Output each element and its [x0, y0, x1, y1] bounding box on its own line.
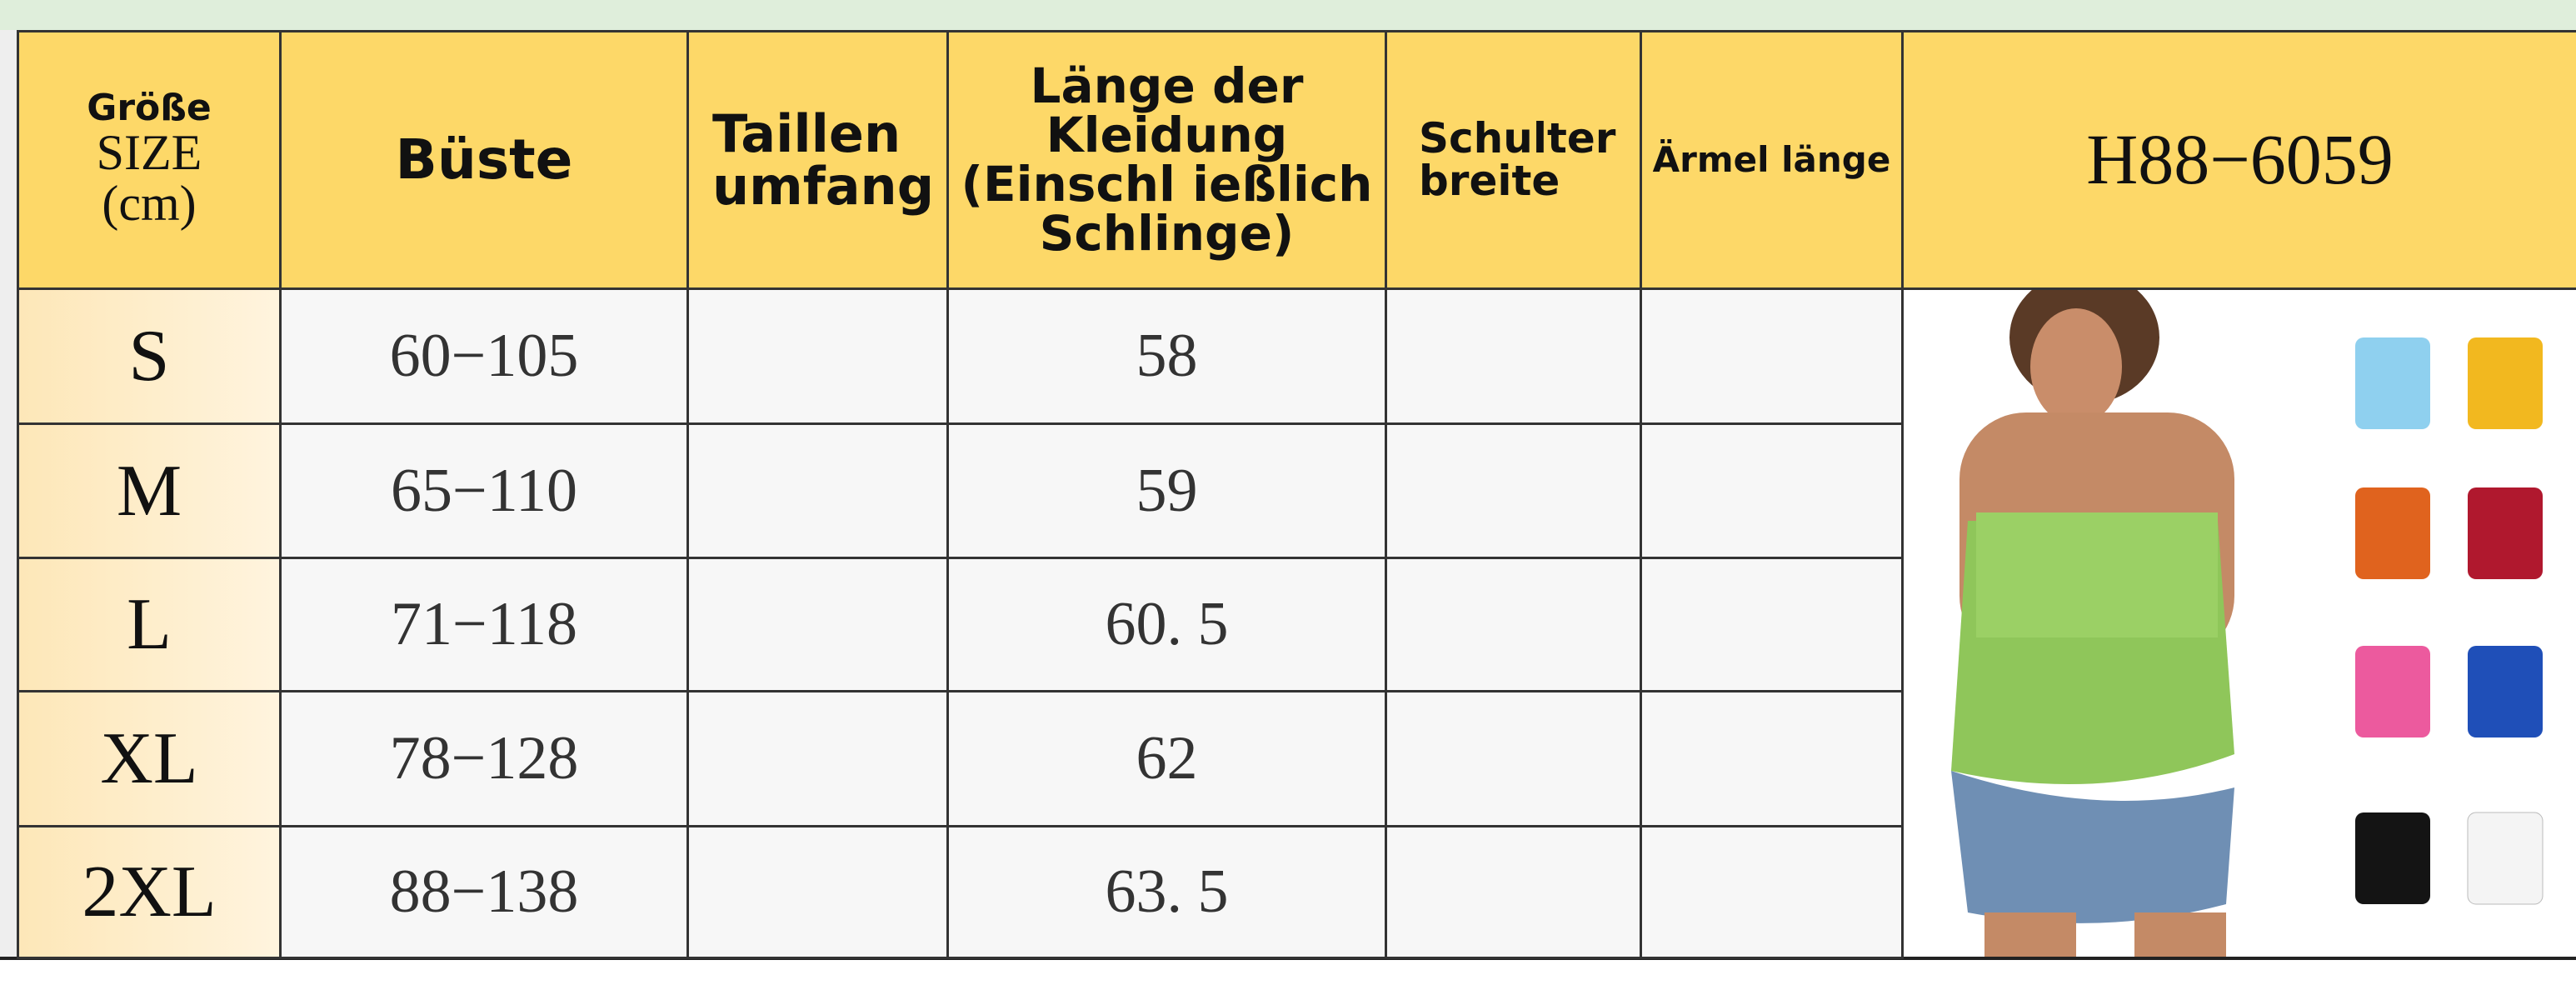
size-cell: XL — [17, 690, 282, 828]
header-text: breite — [1419, 157, 1560, 205]
header-size: Größe SIZE (cm) — [17, 30, 282, 290]
header-text: (Einschl ießlich — [961, 156, 1373, 212]
waist-cell — [686, 288, 949, 425]
shoulder-cell — [1385, 690, 1642, 828]
bust-value: 60−105 — [389, 322, 579, 390]
length-value: 62 — [1136, 724, 1198, 792]
size-label: L — [127, 584, 172, 665]
size-cell: S — [17, 288, 282, 425]
product-image — [1901, 288, 2576, 957]
length-cell: 59 — [946, 422, 1387, 559]
header-text: Ärmel länge — [1652, 138, 1891, 180]
length-cell: 63. 5 — [946, 825, 1387, 959]
header-text: Schulter — [1419, 114, 1616, 162]
header-text: SIZE — [96, 125, 202, 181]
left-edge — [0, 30, 17, 957]
sleeve-cell — [1640, 557, 1904, 692]
shoulder-cell — [1385, 288, 1642, 425]
header-text: umfang — [712, 156, 935, 217]
waist-cell — [686, 557, 949, 692]
waist-cell — [686, 422, 949, 559]
header-text: Größe — [87, 87, 212, 130]
waist-cell — [686, 690, 949, 828]
model-number: H88−6059 — [2086, 119, 2394, 200]
header-text: Schlinge) — [1039, 205, 1295, 262]
header-shoulder: Schulter breite — [1385, 30, 1642, 290]
bust-value: 71−118 — [391, 590, 577, 658]
size-cell: L — [17, 557, 282, 692]
length-value: 60. 5 — [1105, 590, 1229, 658]
size-cell: M — [17, 422, 282, 559]
size-label: M — [116, 450, 182, 532]
header-model: H88−6059 — [1901, 30, 2576, 290]
sleeve-cell — [1640, 825, 1904, 959]
header-sleeve: Ärmel länge — [1640, 30, 1904, 290]
length-value: 58 — [1136, 322, 1198, 390]
header-length: Länge der Kleidung (Einschl ießlich Schling… — [946, 30, 1387, 290]
header-waist: Taillen umfang — [686, 30, 949, 290]
shoulder-cell — [1385, 557, 1642, 692]
bust-cell: 60−105 — [279, 288, 689, 425]
header-text: (cm) — [102, 176, 197, 232]
top-band — [0, 0, 2576, 30]
bust-cell: 71−118 — [279, 557, 689, 692]
sleeve-cell — [1640, 690, 1904, 828]
length-cell: 58 — [946, 288, 1387, 425]
header-text: Länge der — [1030, 57, 1304, 114]
shoulder-cell — [1385, 825, 1642, 959]
sleeve-cell — [1640, 422, 1904, 559]
bust-value: 65−110 — [391, 456, 577, 525]
shoulder-cell — [1385, 422, 1642, 559]
length-value: 59 — [1136, 456, 1198, 525]
bust-cell: 88−138 — [279, 825, 689, 959]
sleeve-cell — [1640, 288, 1904, 425]
bust-value: 78−128 — [389, 724, 579, 792]
header-text: Taillen — [712, 102, 901, 164]
header-text: Büste — [395, 128, 573, 192]
bust-cell: 78−128 — [279, 690, 689, 828]
length-value: 63. 5 — [1105, 858, 1229, 926]
waist-cell — [686, 825, 949, 959]
header-text: Kleidung — [1046, 106, 1288, 163]
length-cell: 60. 5 — [946, 557, 1387, 692]
length-cell: 62 — [946, 690, 1387, 828]
size-cell: 2XL — [17, 825, 282, 959]
bottom-band — [0, 957, 2576, 1000]
header-bust: Büste — [279, 30, 689, 290]
size-label: XL — [100, 718, 198, 799]
size-label: 2XL — [82, 852, 217, 932]
bust-cell: 65−110 — [279, 422, 689, 559]
size-label: S — [128, 316, 170, 397]
bust-value: 88−138 — [389, 858, 579, 926]
